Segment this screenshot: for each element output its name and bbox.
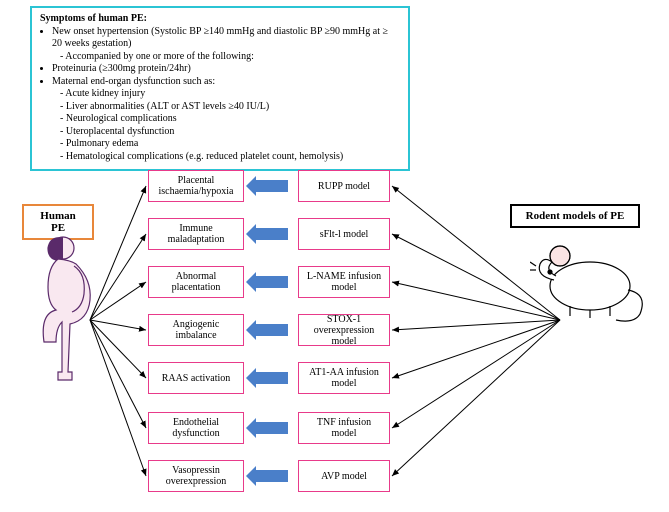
- mechanism-box: Endothelial dysfunction: [148, 412, 244, 444]
- block-arrow-icon: [256, 228, 288, 240]
- symptom-item: New onset hypertension (Systolic BP ≥140…: [52, 26, 400, 64]
- symptom-sub: Neurological complications: [60, 113, 400, 126]
- block-arrow-icon: [256, 276, 288, 288]
- symptom-sub: Accompanied by one or more of the follow…: [60, 51, 400, 64]
- symptom-item: Proteinuria (≥300mg protein/24hr): [52, 63, 400, 76]
- rodent-models-label: Rodent models of PE: [510, 204, 640, 228]
- symptom-sub: Uteroplacental dysfunction: [60, 126, 400, 139]
- mechanism-box: Vasopressin overexpression: [148, 460, 244, 492]
- symptoms-title: Symptoms of human PE:: [40, 13, 400, 26]
- model-box: sFlt-l model: [298, 218, 390, 250]
- mechanism-box: Placental ischaemia/hypoxia: [148, 170, 244, 202]
- mechanism-box: RAAS activation: [148, 362, 244, 394]
- block-arrow-icon: [256, 422, 288, 434]
- model-box: L-NAME infusion model: [298, 266, 390, 298]
- mechanism-box: Angiogenic imbalance: [148, 314, 244, 346]
- symptoms-list: New onset hypertension (Systolic BP ≥140…: [52, 26, 400, 164]
- model-box: AT1-AA infusion model: [298, 362, 390, 394]
- block-arrow-icon: [256, 180, 288, 192]
- pregnant-woman-icon: [28, 232, 108, 382]
- symptom-item: Maternal end-organ dysfunction such as: …: [52, 76, 400, 164]
- rodent-icon: [530, 236, 650, 326]
- mechanism-box: Abnormal placentation: [148, 266, 244, 298]
- block-arrow-icon: [256, 372, 288, 384]
- model-box: STOX-1 overexpression model: [298, 314, 390, 346]
- model-box: AVP model: [298, 460, 390, 492]
- model-box: TNF infusion model: [298, 412, 390, 444]
- block-arrow-icon: [256, 470, 288, 482]
- model-box: RUPP model: [298, 170, 390, 202]
- symptom-sub: Acute kidney injury: [60, 88, 400, 101]
- symptom-sub: Pulmonary edema: [60, 138, 400, 151]
- mechanism-box: Immune maladaptation: [148, 218, 244, 250]
- symptom-sub: Liver abnormalities (ALT or AST levels ≥…: [60, 101, 400, 114]
- block-arrow-icon: [256, 324, 288, 336]
- symptoms-box: Symptoms of human PE: New onset hyperten…: [30, 6, 410, 171]
- symptom-sub: Hematological complications (e.g. reduce…: [60, 151, 400, 164]
